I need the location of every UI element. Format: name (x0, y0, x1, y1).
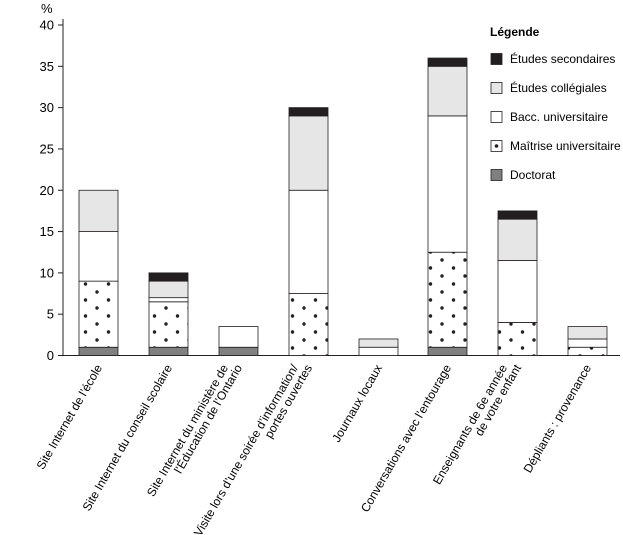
y-tick-label: 20 (40, 183, 54, 198)
bar-stack (78, 189, 119, 356)
legend-item: Maîtrise universitaire (490, 139, 621, 153)
bar-segment-maitrise-universitaire (567, 346, 608, 356)
legend-item: Études collégiales (490, 80, 607, 95)
legend-swatch (490, 82, 503, 94)
y-tick-label: 25 (40, 141, 54, 156)
legend-item: Études secondaires (490, 51, 615, 66)
y-tick-label: 30 (40, 100, 54, 115)
y-tick-label: 15 (40, 224, 54, 239)
legend-swatch (490, 111, 503, 123)
x-category-label: Journaux locaux (329, 362, 385, 445)
bar-segment-bacc-universitaire (497, 260, 538, 323)
bar-segment-etudes-secondaires (288, 107, 329, 117)
bar-segment-doctorat (148, 346, 189, 356)
bar-segment-maitrise-universitaire (78, 280, 119, 348)
bar-stack (358, 338, 399, 356)
bar-stack (148, 272, 189, 356)
y-axis-label: % (41, 1, 53, 16)
y-tick-label: 40 (40, 18, 54, 33)
legend-swatch-dot (494, 144, 499, 148)
bar-segment-etudes-collegiales (358, 338, 399, 348)
bar-segment-etudes-collegiales (497, 218, 538, 261)
bar-segment-bacc-universitaire (148, 297, 189, 303)
bar-segment-maitrise-universitaire (288, 293, 329, 356)
bar-segment-bacc-universitaire (358, 346, 399, 356)
y-tick-label: 35 (40, 59, 54, 74)
bar-segment-etudes-collegiales (288, 115, 329, 191)
bar-segment-etudes-secondaires (497, 210, 538, 220)
bar-segment-doctorat (427, 346, 468, 356)
y-tick-label: 0 (47, 348, 54, 363)
legend-swatch (490, 53, 503, 65)
legend-swatch (490, 169, 503, 181)
bar-stack (218, 326, 259, 356)
bar-segment-doctorat (218, 346, 259, 356)
legend-item: Bacc. universitaire (490, 110, 608, 124)
y-tick-label: 10 (40, 265, 54, 280)
legend-label: Doctorat (510, 168, 556, 182)
bar-segment-bacc-universitaire (218, 326, 259, 348)
legend-title: Légende (490, 25, 540, 39)
bar-segment-maitrise-universitaire (497, 322, 538, 356)
bar-segment-etudes-secondaires (148, 272, 189, 282)
bar-segment-doctorat (78, 346, 119, 356)
bar-segment-etudes-collegiales (148, 280, 189, 299)
legend-item: Doctorat (490, 168, 556, 182)
x-category-label: Site Internet de l’école (34, 362, 106, 472)
legend-label: Maîtrise universitaire (510, 139, 621, 153)
bar-segment-etudes-collegiales (567, 326, 608, 340)
bar-segment-etudes-collegiales (78, 189, 119, 232)
legend-label: Études secondaires (510, 51, 615, 66)
bar-segment-maitrise-universitaire (427, 251, 468, 348)
bar-segment-etudes-collegiales (427, 65, 468, 117)
bar-segment-bacc-universitaire (78, 231, 119, 282)
bar-segment-bacc-universitaire (427, 115, 468, 253)
bar-segment-bacc-universitaire (288, 189, 329, 294)
legend-label: Études collégiales (510, 80, 607, 95)
bar-stack (288, 107, 329, 356)
bar-stack (497, 210, 538, 356)
bar-segment-bacc-universitaire (567, 338, 608, 348)
bar-stack (567, 326, 608, 356)
bar-stack (427, 57, 468, 356)
legend-label: Bacc. universitaire (510, 110, 608, 124)
bar-segment-etudes-secondaires (427, 57, 468, 67)
x-category-label: Dépliants : provenance (521, 362, 595, 476)
bar-segment-maitrise-universitaire (148, 301, 189, 348)
y-tick-label: 5 (47, 307, 54, 322)
